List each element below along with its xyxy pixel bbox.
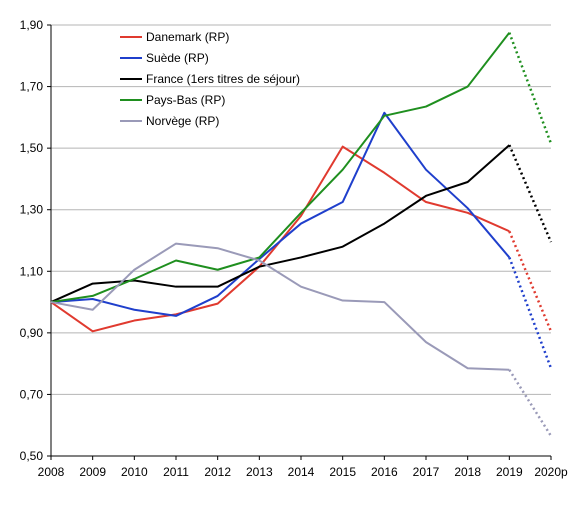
axes: [50, 25, 551, 457]
x-tick-label: 2020p: [534, 465, 568, 479]
x-tick-label: 2018: [454, 465, 481, 479]
x-tick-label: 2017: [413, 465, 440, 479]
series-line-france-1ers-titres-de-sejour: [50, 144, 510, 303]
series-projection-danemark-rp: [508, 230, 553, 332]
x-tick-label: 2012: [204, 465, 231, 479]
series-projection-suede-rp: [508, 256, 553, 369]
x-tick-label: 2016: [371, 465, 398, 479]
y-tick-label: 0,50: [20, 449, 44, 463]
x-tick-label: 2011: [163, 465, 189, 479]
y-tick-label: 0,90: [20, 326, 44, 340]
series-projection-pays-bas-rp: [508, 32, 553, 144]
legend-label-pays-bas-rp: Pays-Bas (RP): [146, 93, 225, 107]
y-tick-label: 1,10: [20, 264, 44, 278]
y-tick-label: 0,70: [20, 387, 44, 401]
y-tick-label: 1,70: [20, 80, 44, 94]
x-tick-label: 2013: [246, 465, 273, 479]
gridlines: [51, 24, 551, 457]
x-tick-label: 2010: [121, 465, 148, 479]
y-axis-ticks: 0,50 0,70 0,90 1,10 1,30 1,50 1,70 1,90: [20, 18, 51, 463]
series-line-danemark-rp: [50, 145, 510, 333]
x-tick-label: 2014: [288, 465, 315, 479]
y-tick-label: 1,30: [20, 203, 44, 217]
series-projection-norvege-rp: [508, 369, 553, 437]
legend-label-france-1ers-titres-de-sejour: France (1ers titres de séjour): [146, 72, 300, 86]
series-line-norvege-rp: [50, 242, 510, 371]
series-line-suede-rp: [50, 111, 511, 317]
x-tick-label: 2019: [496, 465, 523, 479]
series-line-pays-bas-rp: [50, 32, 511, 304]
legend-label-suede-rp: Suède (RP): [146, 51, 209, 65]
x-axis-ticks: 2008 2009 2010 2011 2012 2013 2014 2015 2016 2017…: [38, 456, 568, 479]
x-tick-label: 2015: [329, 465, 356, 479]
x-tick-label: 2009: [79, 465, 106, 479]
legend-label-danemark-rp: Danemark (RP): [146, 30, 229, 44]
legend: Danemark (RP) Suède (RP) France (1ers titr…: [120, 30, 300, 128]
series-lines: [50, 32, 553, 437]
x-tick-label: 2008: [38, 465, 65, 479]
y-tick-label: 1,50: [20, 141, 44, 155]
series-projection-france-1ers-titres-de-sejour: [508, 144, 553, 243]
y-tick-label: 1,90: [20, 18, 44, 32]
legend-label-norvege-rp: Norvège (RP): [146, 114, 219, 128]
